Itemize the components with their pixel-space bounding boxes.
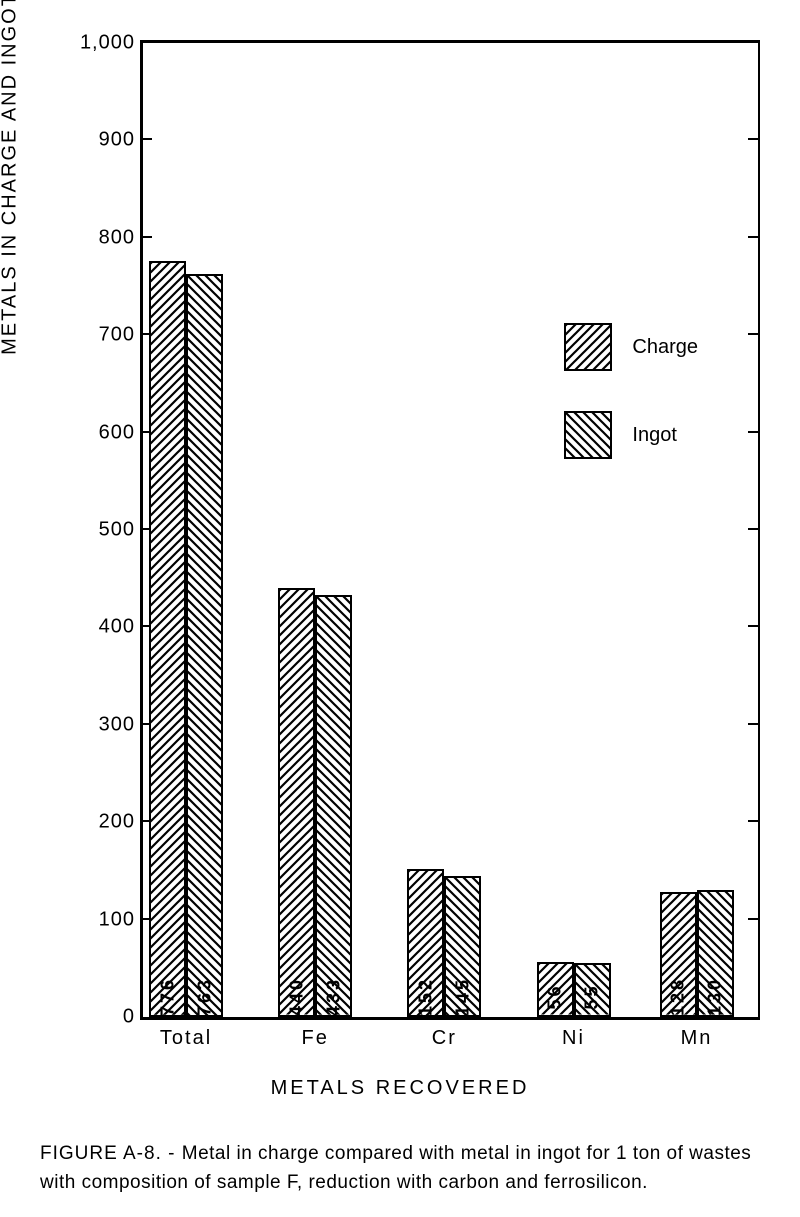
bar-value: 152 xyxy=(415,977,436,1016)
legend-swatch-charge xyxy=(564,323,612,371)
bar-charge: 56 xyxy=(537,962,574,1017)
bar-ingot: 433 xyxy=(315,595,352,1017)
bar-group: 776763Total xyxy=(149,43,223,1017)
y-tick-label: 1,000 xyxy=(80,32,135,55)
bar-value: 130 xyxy=(705,977,726,1016)
bar-value: 55 xyxy=(582,983,603,1009)
y-tick-label: 0 xyxy=(123,1006,135,1029)
figure-caption: FIGURE A-8. - Metal in charge compared w… xyxy=(20,1140,780,1197)
bar-value: 56 xyxy=(545,983,566,1009)
x-tick-label: Ni xyxy=(562,1027,585,1050)
y-tick-label: 700 xyxy=(99,324,135,347)
bar-value: 776 xyxy=(157,977,178,1016)
bar-charge: 152 xyxy=(407,869,444,1017)
legend-item-charge: Charge xyxy=(564,323,698,371)
y-axis-label: METALS IN CHARGE AND INGOT, pounds xyxy=(0,0,22,355)
legend-label-charge: Charge xyxy=(632,336,698,359)
legend: Charge Ingot xyxy=(564,323,698,499)
bar-group: 440433Fe xyxy=(278,43,352,1017)
legend-label-ingot: Ingot xyxy=(632,424,676,447)
plot-area: 01002003004005006007008009001,000 776763… xyxy=(140,40,760,1020)
bar-value: 145 xyxy=(452,977,473,1016)
x-tick-label: Total xyxy=(160,1027,212,1050)
y-tick-label: 800 xyxy=(99,226,135,249)
x-axis-label: METALS RECOVERED xyxy=(271,1077,530,1100)
y-tick-label: 600 xyxy=(99,421,135,444)
legend-item-ingot: Ingot xyxy=(564,411,698,459)
bar-value: 763 xyxy=(194,977,215,1016)
bars-area: 776763Total440433Fe152145Cr5655Ni128130M… xyxy=(143,43,758,1017)
y-tick-label: 200 xyxy=(99,811,135,834)
bar-group: 128130Mn xyxy=(660,43,734,1017)
chart-container: METALS IN CHARGE AND INGOT, pounds 01002… xyxy=(20,20,780,1120)
bar-ingot: 763 xyxy=(186,274,223,1017)
bar-value: 440 xyxy=(286,977,307,1016)
y-tick-label: 900 xyxy=(99,129,135,152)
bar-ingot: 145 xyxy=(444,876,481,1017)
caption-prefix: FIGURE A-8. - xyxy=(40,1143,182,1164)
x-tick-label: Mn xyxy=(681,1027,713,1050)
x-tick-label: Cr xyxy=(432,1027,457,1050)
bar-charge: 776 xyxy=(149,261,186,1017)
y-tick-label: 300 xyxy=(99,713,135,736)
x-tick-label: Fe xyxy=(302,1027,329,1050)
legend-swatch-ingot xyxy=(564,411,612,459)
bar-ingot: 130 xyxy=(697,890,734,1017)
bar-ingot: 55 xyxy=(574,963,611,1017)
bar-value: 433 xyxy=(323,977,344,1016)
y-tick-label: 400 xyxy=(99,616,135,639)
bar-charge: 128 xyxy=(660,892,697,1017)
bar-value: 128 xyxy=(668,977,689,1016)
bar-group: 152145Cr xyxy=(407,43,481,1017)
bar-charge: 440 xyxy=(278,588,315,1017)
y-tick-label: 100 xyxy=(99,908,135,931)
y-tick-label: 500 xyxy=(99,519,135,542)
bar-group: 5655Ni xyxy=(537,43,611,1017)
